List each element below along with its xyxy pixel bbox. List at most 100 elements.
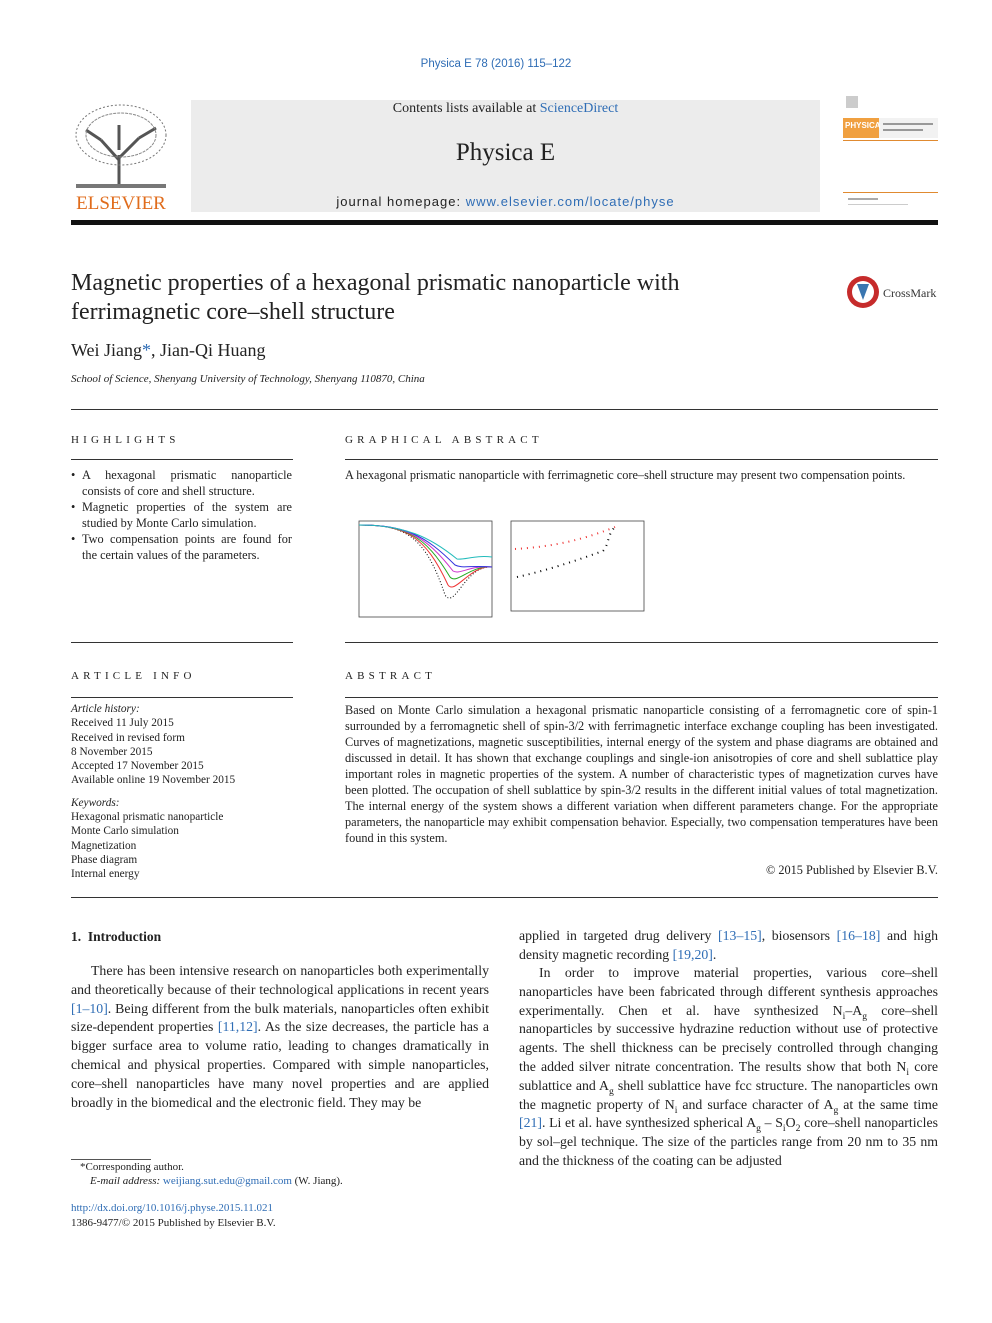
history-item: Available online 19 November 2015 bbox=[71, 774, 236, 787]
authors: Wei Jiang*, Jian-Qi Huang bbox=[71, 340, 266, 361]
highlights-heading: HIGHLIGHTS bbox=[71, 434, 180, 446]
italic: E-mail address: bbox=[90, 1175, 163, 1187]
text: O bbox=[785, 1115, 796, 1131]
copyright: © 2015 Published by Elsevier B.V. bbox=[765, 863, 938, 877]
text: core–shell nanoparticles by successive h… bbox=[519, 1002, 938, 1074]
article-title: Magnetic properties of a hexagonal prism… bbox=[71, 270, 680, 325]
graphical-abstract-heading: GRAPHICAL ABSTRACT bbox=[345, 434, 543, 446]
text: – S bbox=[761, 1115, 783, 1131]
link[interactable]: ScienceDirect bbox=[539, 101, 619, 116]
subscript: i bbox=[674, 1104, 678, 1116]
footnote-rule bbox=[71, 1159, 151, 1160]
text: –A bbox=[845, 1002, 863, 1018]
subscript: g bbox=[833, 1104, 839, 1116]
keyword: Magnetization bbox=[71, 839, 137, 852]
link[interactable]: [21] bbox=[519, 1115, 542, 1131]
text: . Li et al. have synthesized spherical A bbox=[542, 1115, 757, 1131]
rule bbox=[345, 697, 938, 698]
keyword: Internal energy bbox=[71, 868, 140, 881]
text: There has been intensive research on nan… bbox=[71, 963, 489, 997]
contents: Contents lists available at ScienceDirec… bbox=[191, 101, 820, 117]
rule bbox=[71, 409, 938, 410]
corresponding: *Corresponding author. bbox=[80, 1161, 184, 1173]
cover-label: PHYSICA bbox=[845, 121, 881, 130]
history-item: Received in revised form bbox=[71, 731, 185, 744]
rule bbox=[71, 459, 293, 460]
subscript: i bbox=[842, 1010, 846, 1022]
section-heading: 1. Introduction bbox=[71, 929, 162, 944]
keyword: Hexagonal prismatic nanoparticle bbox=[71, 811, 224, 824]
text: journal homepage: bbox=[336, 194, 466, 209]
history-item: 8 November 2015 bbox=[71, 745, 153, 758]
text: at the same time bbox=[838, 1096, 939, 1112]
journal-ref: Physica E 78 (2016) 115–122 bbox=[420, 58, 572, 70]
text: Contents lists available at bbox=[392, 101, 540, 116]
crossmark-logo: CrossMark bbox=[847, 276, 936, 308]
link[interactable]: weijiang.sut.edu@gmail.com bbox=[162, 1175, 292, 1187]
keyword: Monte Carlo simulation bbox=[71, 825, 179, 838]
rule bbox=[345, 459, 938, 460]
abstract-text: Based on Monte Carlo simulation a hexago… bbox=[345, 703, 938, 845]
article-info-heading: ARTICLE INFO bbox=[71, 670, 196, 682]
rule bbox=[71, 697, 293, 698]
intro-left: There has been intensive research on nan… bbox=[71, 962, 489, 1112]
homepage: journal homepage: www.elsevier.com/locat… bbox=[191, 194, 820, 209]
highlight: Two compensation points are found for th… bbox=[71, 531, 292, 563]
rule bbox=[71, 642, 293, 643]
highlights: A hexagonal prismatic nanoparticle consi… bbox=[71, 467, 292, 563]
cover: PHYSICA bbox=[843, 96, 938, 205]
intro-right-1: applied in targeted drug delivery [13–15… bbox=[519, 927, 938, 965]
header-rule bbox=[71, 220, 938, 225]
graphical-abstract-figure bbox=[358, 520, 645, 618]
keyword: Phase diagram bbox=[71, 853, 138, 866]
link[interactable]: [16–18] bbox=[836, 928, 881, 943]
highlight: Magnetic properties of the system are st… bbox=[71, 499, 292, 531]
subscript: i bbox=[906, 1066, 910, 1078]
subscript: g bbox=[862, 1010, 868, 1022]
subscript: g bbox=[756, 1123, 761, 1135]
link[interactable]: * bbox=[142, 340, 152, 360]
doi[interactable]: http://dx.doi.org/10.1016/j.physe.2015.1… bbox=[71, 1202, 273, 1214]
text: . bbox=[712, 946, 717, 962]
abstract-heading: ABSTRACT bbox=[345, 670, 437, 682]
text: core sublattice and A bbox=[519, 1058, 938, 1093]
subscript: i bbox=[782, 1123, 786, 1135]
text: . As the size decreases, the particle ha… bbox=[71, 1019, 490, 1110]
link[interactable]: www.elsevier.com/locate/physe bbox=[465, 194, 675, 209]
history-item: Received 11 July 2015 bbox=[71, 717, 174, 730]
text: and surface character of A bbox=[677, 1096, 834, 1112]
link[interactable]: [13–15] bbox=[718, 928, 762, 943]
keywords-label: Keywords: bbox=[71, 796, 120, 809]
crossmark: CrossMark bbox=[883, 286, 936, 300]
subscript: g bbox=[609, 1085, 614, 1097]
rule bbox=[345, 642, 938, 643]
text: In order to improve material properties,… bbox=[519, 965, 938, 1018]
text: . Being different from the bulk material… bbox=[71, 1000, 489, 1035]
highlight: A hexagonal prismatic nanoparticle consi… bbox=[71, 467, 292, 499]
text: applied in targeted drug delivery bbox=[519, 928, 719, 943]
history-item: Accepted 17 November 2015 bbox=[71, 760, 204, 773]
text: (W. Jiang). bbox=[291, 1175, 343, 1187]
link[interactable]: [19,20] bbox=[672, 946, 713, 962]
link[interactable]: [1–10] bbox=[71, 1000, 108, 1016]
publisher: ELSEVIER bbox=[76, 193, 166, 213]
text: core–shell nanoparticles by sol–gel tech… bbox=[519, 1115, 938, 1168]
text: and high density magnetic recording bbox=[519, 928, 939, 962]
affiliation: School of Science, Shenyang University o… bbox=[71, 373, 425, 385]
header-box bbox=[191, 100, 820, 212]
text: , biosensors bbox=[761, 928, 837, 943]
history-label: Article history: bbox=[71, 703, 140, 715]
journal-name: Physica E bbox=[455, 139, 556, 166]
text: , Jian-Qi Huang bbox=[151, 340, 266, 360]
text: shell sublattice have fcc structure. The… bbox=[519, 1077, 938, 1112]
subscript: 2 bbox=[795, 1123, 801, 1135]
article-info: Article history: Received 11 July 2015 Rec… bbox=[71, 702, 293, 882]
rule bbox=[71, 897, 938, 898]
issn: 1386-9477/© 2015 Published by Elsevier B… bbox=[71, 1217, 276, 1229]
elsevier-logo: ELSEVIER bbox=[71, 100, 171, 213]
link[interactable]: [11,12] bbox=[217, 1019, 258, 1035]
email: E-mail address: weijiang.sut.edu@gmail.c… bbox=[90, 1175, 343, 1187]
text: Wei Jiang bbox=[71, 340, 143, 360]
intro-right-2: In order to improve material properties,… bbox=[519, 964, 938, 1171]
